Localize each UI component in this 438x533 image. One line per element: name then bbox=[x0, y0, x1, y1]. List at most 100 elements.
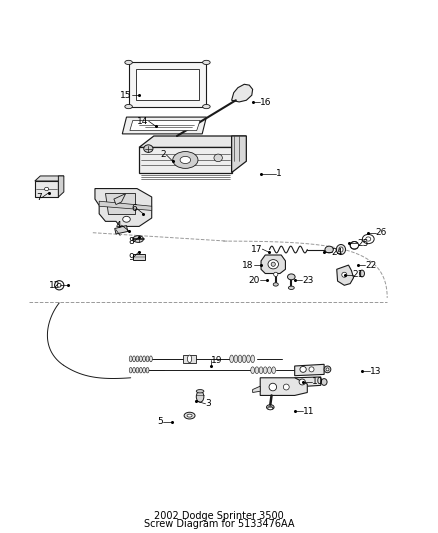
Ellipse shape bbox=[350, 241, 359, 249]
Ellipse shape bbox=[234, 355, 238, 362]
Polygon shape bbox=[122, 117, 206, 134]
Ellipse shape bbox=[139, 356, 142, 362]
Polygon shape bbox=[114, 193, 126, 205]
Ellipse shape bbox=[125, 60, 132, 64]
Ellipse shape bbox=[287, 274, 295, 280]
Polygon shape bbox=[35, 176, 64, 181]
Polygon shape bbox=[35, 181, 58, 197]
Ellipse shape bbox=[325, 246, 333, 253]
Ellipse shape bbox=[143, 367, 145, 373]
Text: 22: 22 bbox=[365, 261, 377, 270]
Ellipse shape bbox=[300, 366, 306, 373]
Ellipse shape bbox=[271, 262, 276, 266]
Polygon shape bbox=[133, 254, 145, 260]
Ellipse shape bbox=[283, 384, 289, 390]
Polygon shape bbox=[139, 147, 232, 173]
Text: 1: 1 bbox=[276, 169, 282, 179]
Ellipse shape bbox=[259, 367, 263, 374]
Ellipse shape bbox=[136, 367, 139, 373]
Ellipse shape bbox=[274, 272, 278, 277]
Ellipse shape bbox=[360, 270, 364, 277]
Ellipse shape bbox=[321, 378, 327, 385]
Ellipse shape bbox=[173, 151, 198, 168]
Ellipse shape bbox=[187, 414, 192, 417]
Ellipse shape bbox=[268, 406, 273, 410]
Ellipse shape bbox=[144, 145, 153, 152]
Polygon shape bbox=[260, 378, 307, 395]
Ellipse shape bbox=[203, 104, 210, 109]
Polygon shape bbox=[295, 365, 324, 376]
Text: 21: 21 bbox=[353, 270, 364, 279]
Text: 15: 15 bbox=[120, 91, 131, 100]
Polygon shape bbox=[95, 189, 152, 227]
Text: 23: 23 bbox=[302, 276, 314, 285]
Ellipse shape bbox=[136, 356, 139, 362]
Polygon shape bbox=[232, 136, 246, 173]
Ellipse shape bbox=[55, 281, 64, 290]
Ellipse shape bbox=[342, 272, 347, 277]
Text: 10: 10 bbox=[311, 377, 323, 386]
Ellipse shape bbox=[146, 356, 149, 362]
Ellipse shape bbox=[324, 366, 331, 373]
Polygon shape bbox=[130, 120, 200, 131]
Text: 7: 7 bbox=[36, 193, 42, 203]
Polygon shape bbox=[115, 225, 128, 234]
Text: 3: 3 bbox=[205, 399, 211, 408]
Text: 8: 8 bbox=[128, 238, 134, 246]
Ellipse shape bbox=[272, 367, 276, 374]
Text: 6: 6 bbox=[131, 204, 137, 213]
Ellipse shape bbox=[238, 355, 242, 362]
Ellipse shape bbox=[139, 367, 142, 373]
Text: 13: 13 bbox=[370, 367, 381, 376]
Polygon shape bbox=[183, 354, 196, 363]
Ellipse shape bbox=[196, 390, 204, 393]
Text: 20: 20 bbox=[249, 276, 260, 285]
Text: Screw Diagram for 5133476AA: Screw Diagram for 5133476AA bbox=[144, 519, 294, 529]
Ellipse shape bbox=[288, 286, 294, 289]
Ellipse shape bbox=[269, 383, 277, 391]
Ellipse shape bbox=[230, 355, 233, 362]
Text: 12: 12 bbox=[49, 281, 60, 290]
Ellipse shape bbox=[196, 391, 204, 402]
Polygon shape bbox=[253, 386, 260, 392]
Polygon shape bbox=[129, 62, 206, 107]
Ellipse shape bbox=[57, 284, 61, 287]
Ellipse shape bbox=[129, 356, 132, 362]
Ellipse shape bbox=[266, 405, 274, 410]
Ellipse shape bbox=[339, 247, 343, 252]
Ellipse shape bbox=[336, 245, 346, 255]
Ellipse shape bbox=[146, 367, 149, 373]
Text: 2: 2 bbox=[161, 150, 166, 159]
Ellipse shape bbox=[326, 368, 329, 371]
Text: 5: 5 bbox=[158, 417, 163, 426]
Polygon shape bbox=[136, 69, 199, 100]
Text: 16: 16 bbox=[260, 98, 272, 107]
Text: 9: 9 bbox=[128, 253, 134, 262]
Polygon shape bbox=[106, 193, 135, 214]
Polygon shape bbox=[58, 176, 64, 197]
Text: 11: 11 bbox=[303, 407, 314, 416]
Polygon shape bbox=[295, 377, 321, 387]
Ellipse shape bbox=[143, 356, 145, 362]
Ellipse shape bbox=[366, 237, 371, 241]
Ellipse shape bbox=[214, 154, 223, 161]
Text: 24: 24 bbox=[332, 248, 343, 257]
Polygon shape bbox=[139, 136, 246, 147]
Ellipse shape bbox=[125, 104, 132, 109]
Text: 18: 18 bbox=[242, 261, 254, 270]
Ellipse shape bbox=[45, 187, 49, 191]
Text: 25: 25 bbox=[357, 239, 368, 248]
Ellipse shape bbox=[203, 60, 210, 64]
Ellipse shape bbox=[133, 356, 135, 362]
Ellipse shape bbox=[255, 367, 259, 374]
Ellipse shape bbox=[123, 216, 130, 222]
Polygon shape bbox=[337, 265, 353, 285]
Ellipse shape bbox=[362, 235, 374, 244]
Text: 19: 19 bbox=[211, 356, 222, 365]
Ellipse shape bbox=[247, 355, 251, 362]
Ellipse shape bbox=[180, 156, 191, 164]
Ellipse shape bbox=[263, 367, 267, 374]
Text: 14: 14 bbox=[138, 117, 149, 126]
Ellipse shape bbox=[299, 379, 305, 385]
Ellipse shape bbox=[149, 356, 152, 362]
